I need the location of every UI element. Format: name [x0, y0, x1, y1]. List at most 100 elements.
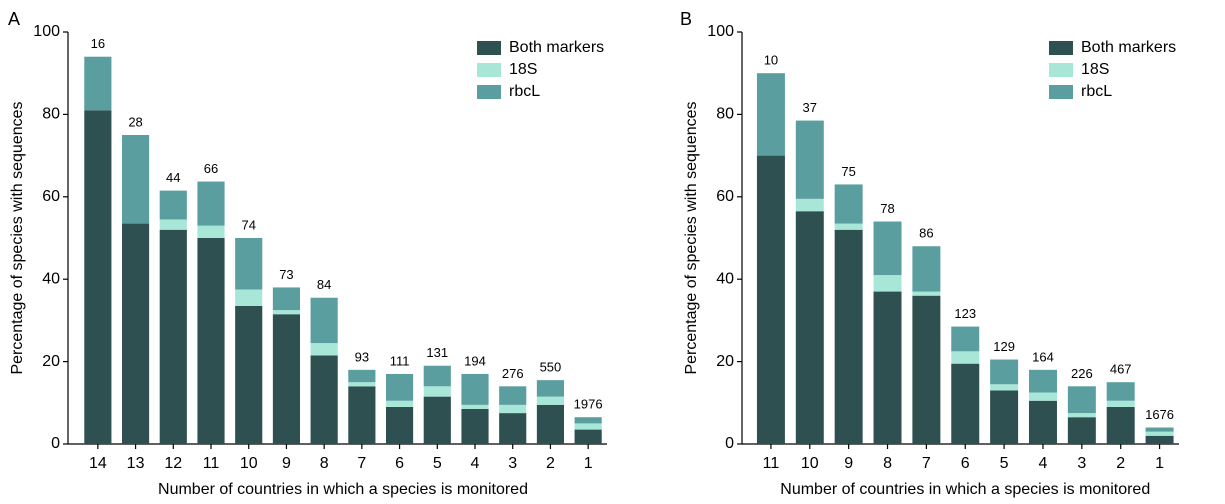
y-tick-label: 20: [42, 353, 60, 370]
bar-segment: [756, 73, 785, 156]
bar-segment: [990, 359, 1019, 385]
bar-segment: [272, 314, 301, 444]
bar-count-label: 44: [166, 170, 180, 185]
bar-segment: [461, 408, 489, 444]
legend-swatch: [477, 41, 501, 55]
bar-segment: [912, 295, 941, 444]
x-axis-label: Number of countries in which a species i…: [158, 481, 528, 498]
bar-segment: [873, 275, 902, 292]
bar-segment: [756, 155, 785, 444]
legend-label: rbcL: [1081, 83, 1112, 100]
bar-segment: [461, 404, 489, 409]
bar-segment: [990, 390, 1019, 444]
bar-segment: [423, 386, 451, 397]
x-tick-label: 4: [1039, 455, 1048, 472]
bar-segment: [1067, 417, 1096, 444]
bar-count-label: 1676: [1145, 407, 1174, 422]
y-tick-label: 80: [42, 106, 60, 123]
x-tick-label: 11: [203, 455, 220, 472]
bar-count-label: 129: [993, 339, 1015, 354]
x-tick-label: 4: [471, 455, 480, 472]
bar-segment: [197, 238, 225, 444]
bar-segment: [348, 369, 376, 383]
bar-segment: [873, 221, 902, 276]
bar-segment: [159, 190, 187, 220]
bar-count-label: 16: [91, 36, 105, 51]
bar-segment: [1106, 406, 1135, 444]
bar-segment: [235, 238, 263, 290]
y-tick-label: 40: [716, 270, 734, 287]
bar-segment: [310, 343, 338, 356]
bar-segment: [499, 413, 527, 444]
bar-segment: [461, 373, 489, 405]
bar-segment: [951, 363, 980, 444]
bar-segment: [912, 246, 941, 292]
x-tick-label: 12: [164, 455, 182, 472]
bar-segment: [499, 404, 527, 414]
x-tick-label: 7: [357, 455, 366, 472]
x-tick-label: 11: [763, 455, 780, 472]
bar-segment: [574, 423, 602, 430]
x-tick-label: 13: [127, 455, 145, 472]
x-tick-label: 6: [961, 455, 970, 472]
bar-segment: [951, 326, 980, 352]
bar-count-label: 73: [279, 267, 293, 282]
bar-segment: [1067, 413, 1096, 418]
bar-segment: [990, 384, 1019, 391]
bar-segment: [385, 406, 414, 444]
x-tick-label: 1: [584, 455, 593, 472]
legend-label: 18S: [1081, 61, 1109, 78]
y-tick-label: 20: [716, 353, 734, 370]
bar-count-label: 123: [954, 306, 976, 321]
y-tick-label: 0: [725, 435, 734, 452]
bar-segment: [385, 400, 414, 407]
y-axis-label: Percentage of species with sequences: [9, 101, 26, 374]
panel-label: B: [680, 9, 692, 29]
x-tick-label: 10: [240, 455, 258, 472]
x-tick-label: 2: [546, 455, 555, 472]
bar-segment: [197, 225, 225, 238]
bar-segment: [795, 198, 824, 212]
legend-label: Both markers: [509, 39, 604, 56]
x-tick-label: 3: [1077, 455, 1086, 472]
y-tick-label: 60: [42, 188, 60, 205]
legend-label: 18S: [509, 61, 537, 78]
x-tick-label: 14: [89, 455, 107, 472]
bar-count-label: 111: [390, 353, 410, 368]
bar-segment: [1106, 382, 1135, 401]
bar-segment: [536, 380, 565, 397]
bar-segment: [235, 305, 263, 444]
bar-segment: [385, 373, 414, 401]
y-tick-label: 100: [707, 23, 734, 40]
bar-count-label: 37: [803, 100, 817, 115]
bar-segment: [1145, 431, 1174, 436]
legend-swatch: [1049, 63, 1073, 77]
x-tick-label: 6: [395, 455, 404, 472]
x-tick-label: 5: [433, 455, 442, 472]
bar-segment: [84, 110, 112, 444]
bar-segment: [873, 291, 902, 444]
bar-segment: [121, 223, 150, 444]
x-tick-label: 2: [1116, 455, 1125, 472]
legend-swatch: [477, 85, 501, 99]
bar-count-label: 550: [540, 360, 562, 375]
bar-count-label: 1976: [574, 397, 603, 412]
bar-count-label: 84: [317, 277, 331, 292]
bar-count-label: 28: [128, 114, 142, 129]
y-axis-label: Percentage of species with sequences: [683, 101, 700, 374]
bar-segment: [795, 211, 824, 444]
x-tick-label: 10: [801, 455, 819, 472]
bar-segment: [84, 56, 112, 111]
bar-segment: [834, 229, 863, 444]
y-tick-label: 60: [716, 188, 734, 205]
legend-swatch: [477, 63, 501, 77]
bar-segment: [159, 219, 187, 230]
bar-count-label: 467: [1110, 362, 1132, 377]
bar-segment: [423, 396, 451, 444]
legend-swatch: [1049, 85, 1073, 99]
bar-segment: [310, 297, 338, 344]
panel-label: A: [8, 9, 20, 29]
bar-segment: [834, 223, 863, 230]
bar-segment: [536, 396, 565, 405]
x-tick-label: 1: [1155, 455, 1164, 472]
